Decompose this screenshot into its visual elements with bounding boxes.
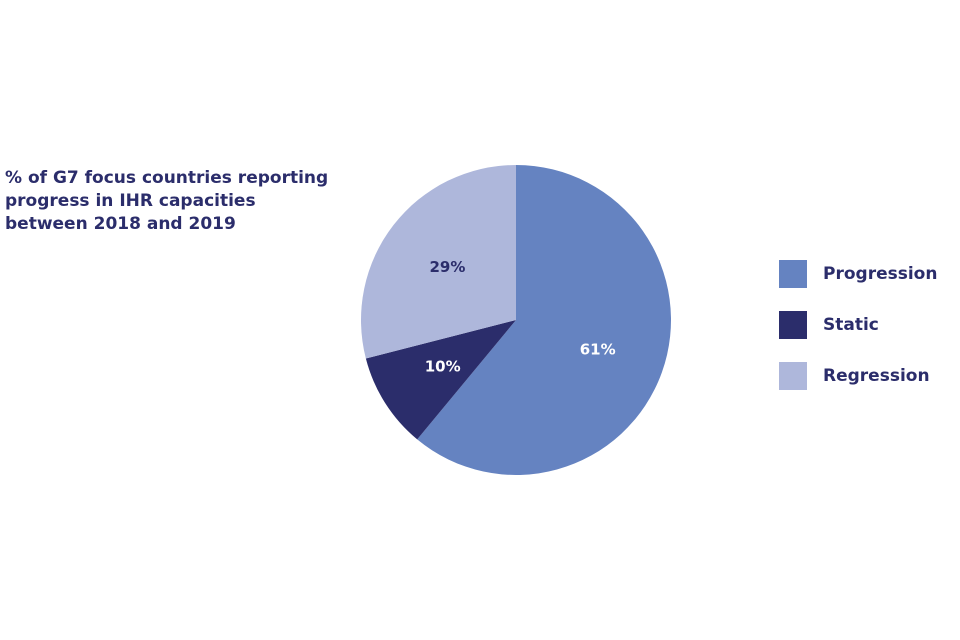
pie-slice-static (365, 320, 516, 440)
pie-slice-regression (360, 165, 516, 359)
legend-label: Static (823, 315, 879, 335)
legend-swatch (779, 362, 807, 390)
data-label: 29% (429, 258, 465, 276)
legend-label: Progression (823, 264, 938, 284)
legend-label: Regression (823, 366, 930, 386)
data-label: 61% (580, 340, 616, 358)
legend-item-progression: Progression (779, 260, 937, 288)
legend-swatch (779, 260, 807, 288)
data-label: 10% (425, 358, 461, 376)
chart-title-line: % of G7 focus countries reporting (5, 168, 329, 188)
legend: Progression Static Regression (779, 260, 937, 413)
legend-item-regression: Regression (779, 362, 937, 390)
legend-swatch (779, 311, 807, 339)
legend-item-static: Static (779, 311, 937, 339)
chart-title: % of G7 focus countries reporting progre… (5, 167, 335, 236)
pie-slice-progression (417, 165, 671, 476)
chart-title-line: progress in IHR capacities (5, 191, 256, 211)
chart-title-line: between 2018 and 2019 (5, 214, 236, 234)
